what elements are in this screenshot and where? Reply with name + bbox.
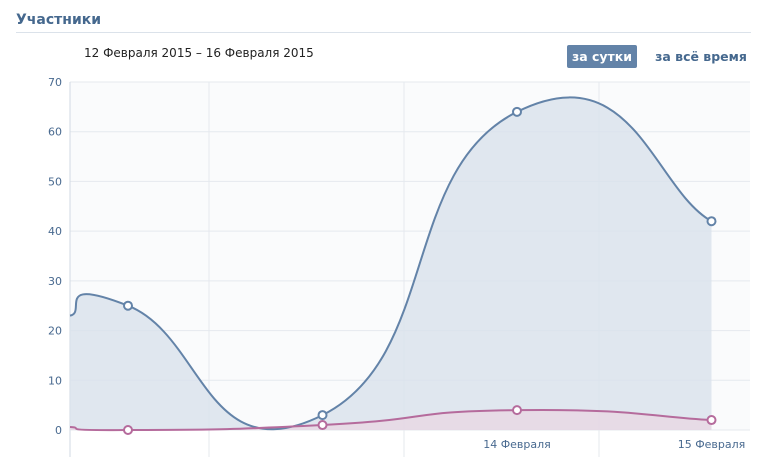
section-header: Участники	[16, 10, 751, 33]
y-tick-label: 30	[48, 275, 62, 288]
series-1-point	[317, 410, 328, 421]
series-1-point	[512, 106, 522, 117]
series-2-point	[317, 420, 328, 431]
series-1-line	[69, 96, 712, 431]
section-title: Участники	[16, 12, 102, 28]
all-time-button[interactable]: за всё время	[655, 49, 747, 64]
series-1-area	[70, 97, 712, 431]
series-2-point	[123, 425, 133, 435]
series-2-point	[512, 405, 522, 416]
y-tick-label: 20	[48, 325, 62, 338]
series-2-point	[706, 415, 717, 426]
y-tick-label: 60	[48, 126, 62, 139]
y-tick-label: 40	[48, 225, 62, 238]
series-1-point	[123, 300, 133, 311]
date-range: 12 Февраля 2015 – 16 Февраля 2015	[84, 46, 314, 60]
y-tick-label: 0	[55, 424, 62, 437]
y-tick-label: 10	[48, 374, 62, 387]
series-2-line	[69, 408, 712, 432]
per-day-button[interactable]: за сутки	[567, 45, 637, 68]
series-1-point	[706, 216, 717, 227]
y-tick-label: 50	[48, 175, 62, 188]
x-tick-label: 15 Февраля	[678, 438, 746, 451]
x-tick-label: 14 Февраля	[483, 438, 551, 451]
y-tick-label: 70	[48, 76, 62, 89]
